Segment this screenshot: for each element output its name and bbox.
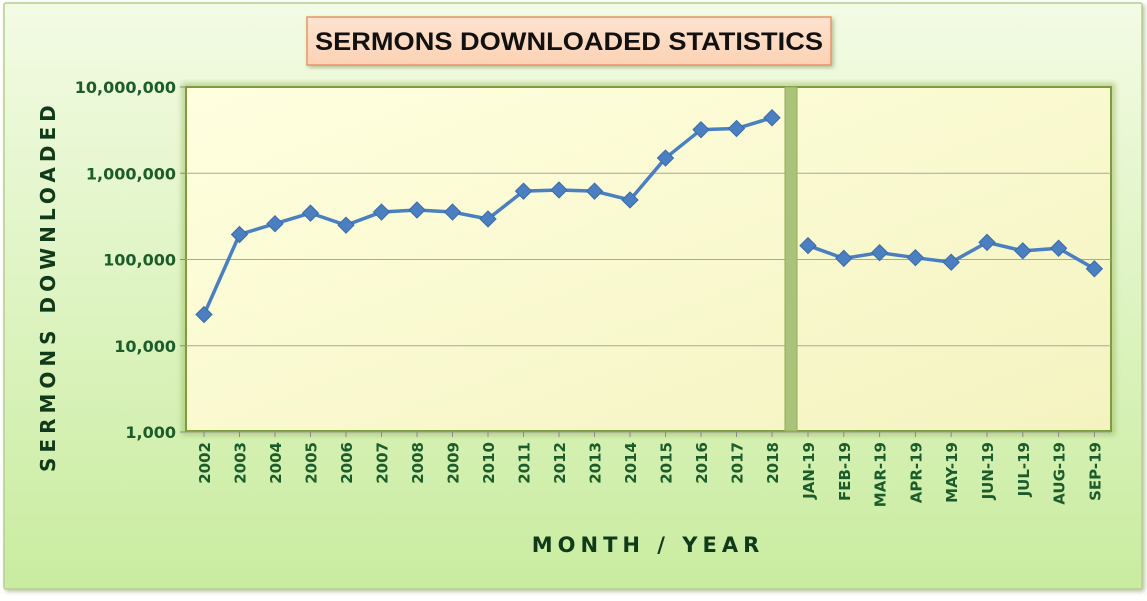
- data-point-marker: [835, 249, 853, 268]
- data-point-marker: [763, 109, 781, 127]
- data-point-marker: [621, 191, 639, 209]
- x-tick-label: FEB-19: [836, 442, 854, 501]
- x-tick-label: AUG-19: [1051, 442, 1069, 505]
- data-point-marker: [978, 233, 996, 252]
- data-point-marker: [372, 203, 391, 221]
- data-point-marker: [1085, 260, 1104, 278]
- x-axis-title: MONTH / YEAR: [532, 533, 765, 557]
- data-point-marker: [550, 181, 568, 199]
- y-tick-label: 1,000: [125, 423, 176, 442]
- data-point-marker: [479, 210, 497, 228]
- x-tick-labels: 2002 2003 2004 2005 2006 2007 2008 2009 2010 2011…: [196, 432, 1104, 507]
- x-tick-label: JAN-19: [800, 442, 818, 500]
- data-point-marker: [727, 119, 746, 138]
- y-tick-label: 10,000,000: [75, 78, 176, 97]
- data-point-marker: [514, 182, 533, 200]
- data-point-marker: [692, 120, 710, 139]
- x-tick-label: 2012: [551, 442, 569, 484]
- y-tick-label: 100,000: [103, 251, 176, 270]
- data-point-marker: [656, 149, 675, 167]
- data-point-marker: [337, 216, 355, 234]
- x-tick-label: 2013: [587, 442, 605, 484]
- x-tick-label: JUN-19: [979, 442, 997, 500]
- x-tick-label: 2002: [196, 442, 214, 484]
- y-tick-labels: 1,000 10,000 100,000 1,000,000 10,000,000: [75, 78, 176, 442]
- y-tick-label: 1,000,000: [86, 164, 176, 183]
- y-axis-title: SERMONS DOWNLOADED: [36, 100, 60, 472]
- x-tick-label: 2014: [622, 442, 640, 484]
- data-point-marker: [301, 204, 320, 222]
- x-tick-label: 2009: [445, 442, 463, 484]
- x-tick-label: 2004: [267, 442, 285, 484]
- x-tick-label: MAY-19: [943, 442, 961, 503]
- x-tick-label: 2010: [480, 442, 498, 484]
- data-point-marker: [1014, 242, 1032, 260]
- data-point-marker: [230, 225, 249, 244]
- title-box: [306, 16, 832, 66]
- x-tick-label: 2003: [232, 442, 250, 484]
- chart-title: SERMONS DOWNLOADED STATISTICS: [315, 28, 823, 56]
- x-tick-label: MAR-19: [872, 442, 890, 507]
- data-point-marker: [799, 236, 817, 255]
- section-divider: [784, 86, 798, 432]
- data-point-marker: [585, 182, 604, 200]
- x-tick-label: 2018: [764, 442, 782, 484]
- data-point-marker: [266, 215, 284, 233]
- data-point-marker: [195, 305, 213, 324]
- x-tick-label: APR-19: [907, 442, 925, 503]
- x-tick-label: JUL-19: [1015, 442, 1033, 497]
- series-layer: [195, 109, 1104, 324]
- data-point-marker: [443, 203, 462, 221]
- data-point-marker: [942, 253, 960, 271]
- x-tick-label: 2016: [693, 442, 711, 484]
- x-tick-label: 2006: [338, 442, 356, 484]
- y-tick-label: 10,000: [114, 337, 176, 356]
- data-point-marker: [408, 201, 426, 219]
- x-tick-label: 2011: [516, 442, 534, 484]
- x-tick-label: 2007: [374, 442, 392, 484]
- x-tick-label: 2005: [303, 442, 321, 484]
- x-tick-label: SEP-19: [1086, 442, 1104, 501]
- x-tick-label: 2008: [409, 442, 427, 484]
- x-tick-label: 2017: [729, 442, 747, 484]
- x-tick-label: 2015: [658, 442, 676, 484]
- data-point-marker: [870, 243, 889, 262]
- data-point-marker: [906, 248, 925, 267]
- data-point-marker: [1049, 239, 1068, 257]
